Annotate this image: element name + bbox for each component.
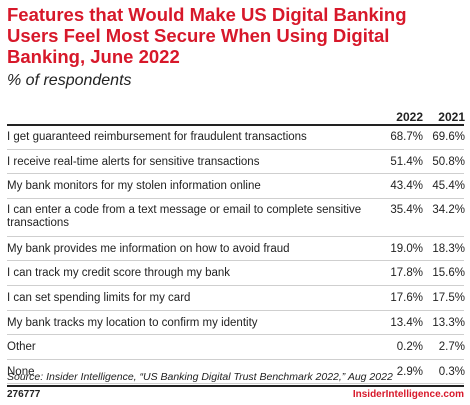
value-2022: 2.9% <box>396 365 423 378</box>
table-row: I can track my credit score through my b… <box>7 261 465 286</box>
value-2021: 50.8% <box>432 155 465 168</box>
value-2021: 34.2% <box>432 203 465 216</box>
row-label: My bank tracks my location to confirm my… <box>7 316 258 329</box>
table-row: My bank tracks my location to confirm my… <box>7 311 465 336</box>
table-row: I get guaranteed reimbursement for fraud… <box>7 125 465 150</box>
value-2021: 2.7% <box>438 341 465 354</box>
brand-logo: InsiderIntelligence.com <box>352 389 464 400</box>
table-row: Other 0.2% 2.7% <box>7 335 465 360</box>
value-2021: 13.3% <box>432 316 465 329</box>
table-row: My bank monitors for my stolen informati… <box>7 174 465 199</box>
value-2022: 35.4% <box>390 203 423 216</box>
row-label: I receive real-time alerts for sensitive… <box>7 155 260 168</box>
value-2022: 17.6% <box>390 291 423 304</box>
value-2022: 0.2% <box>396 341 423 354</box>
value-2022: 17.8% <box>390 267 423 280</box>
table-row: I can set spending limits for my card 17.… <box>7 286 465 311</box>
column-header-2022: 2022 <box>396 110 423 124</box>
value-2021: 69.6% <box>432 131 465 143</box>
table-row: I receive real-time alerts for sensitive… <box>7 150 465 175</box>
row-label: I get guaranteed reimbursement for fraud… <box>7 131 307 143</box>
value-2021: 45.4% <box>432 180 465 193</box>
value-2022: 68.7% <box>390 131 423 143</box>
row-label: My bank provides me information on how t… <box>7 242 290 255</box>
row-label: I can enter a code from a text message o… <box>7 203 362 229</box>
value-2022: 43.4% <box>390 180 423 193</box>
chart-subtitle: % of respondents <box>7 72 132 89</box>
value-2021: 18.3% <box>432 242 465 255</box>
value-2022: 51.4% <box>390 155 423 168</box>
table-row: I can enter a code from a text message o… <box>7 199 465 237</box>
column-header-2021: 2021 <box>438 110 465 124</box>
row-label: I can set spending limits for my card <box>7 291 191 304</box>
row-label: Other <box>7 341 36 354</box>
data-table: I get guaranteed reimbursement for fraud… <box>7 125 465 385</box>
value-2021: 17.5% <box>432 291 465 304</box>
value-2022: 19.0% <box>390 242 423 255</box>
value-2021: 15.6% <box>432 267 465 280</box>
table-row: My bank provides me information on how t… <box>7 237 465 262</box>
value-2021: 0.3% <box>438 365 465 378</box>
header-rule <box>7 124 464 126</box>
row-label: My bank monitors for my stolen informati… <box>7 180 261 193</box>
footer-rule <box>7 385 464 387</box>
chart-title: Features that Would Make US Digital Bank… <box>7 4 407 67</box>
table-row: None 2.9% 0.3% <box>7 360 465 385</box>
chart-id: 276777 <box>7 389 41 400</box>
row-label: None <box>7 365 35 378</box>
source-note: Source: Insider Intelligence, “US Bankin… <box>7 371 393 383</box>
row-label: I can track my credit score through my b… <box>7 267 231 280</box>
value-2022: 13.4% <box>390 316 423 329</box>
